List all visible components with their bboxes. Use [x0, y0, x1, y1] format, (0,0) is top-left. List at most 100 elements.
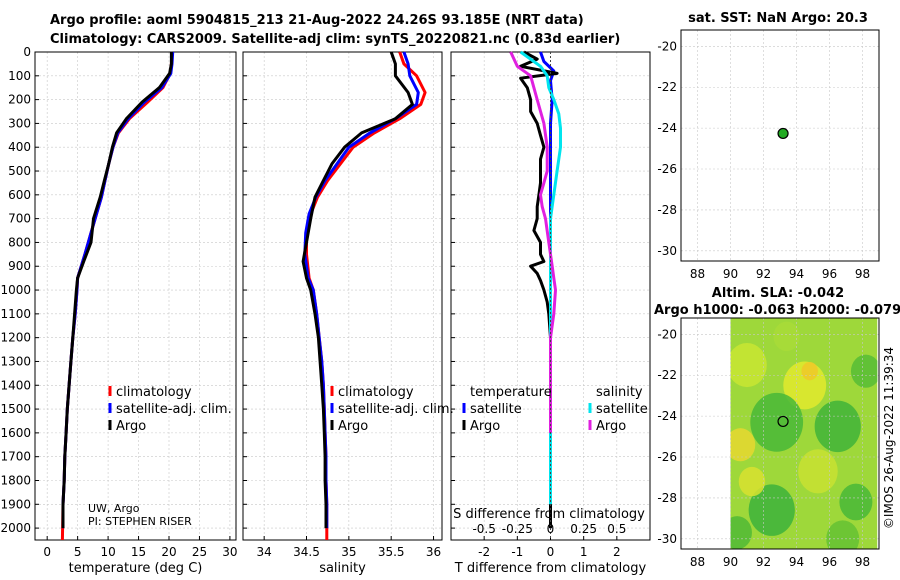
- title-line-2: Climatology: CARS2009. Satellite-adj cli…: [50, 32, 621, 47]
- x-tick-label: 35: [341, 545, 356, 559]
- x-axis-label: salinity: [319, 561, 366, 576]
- x-axis-label-secondary: S difference from climatology: [453, 507, 645, 522]
- y-tick-label: 1800: [0, 473, 31, 487]
- x-tick-label: 92: [756, 555, 771, 569]
- series-line-salinity-argo: [509, 51, 557, 433]
- sla-map-panel: 88 90 92 94 96 98 -20 -22 -24 -26 -28 -30 Altim. SLA…: [654, 286, 900, 569]
- legend-header-salinity: salinity: [596, 385, 643, 400]
- x-tick-label: 10: [100, 545, 115, 559]
- sst-map-panel: 88 90 92 94 96 98 -20 -22 -24 -26 -28 -30 sat. SST: …: [657, 11, 880, 281]
- heatmap-cell: [814, 400, 861, 453]
- legend-label: satellite: [596, 402, 648, 417]
- heatmap-layer: [730, 318, 878, 549]
- y-tick-label: -30: [657, 532, 677, 546]
- x-tick-label: 94: [789, 267, 804, 281]
- x-axis-label: T difference from climatology: [454, 561, 647, 576]
- y-tick-label: 1000: [0, 283, 31, 297]
- x2-tick-label: 0.5: [607, 522, 626, 536]
- heatmap-cell: [826, 520, 860, 549]
- y-tick-label: 1600: [0, 426, 31, 440]
- y-tick-label: -28: [657, 491, 677, 505]
- x-tick-label: 2: [613, 545, 621, 559]
- y-tick-label: -30: [657, 244, 677, 258]
- heatmap-cell: [750, 392, 804, 452]
- y-tick-label: 1900: [0, 497, 31, 511]
- x-tick-label: 35.5: [378, 545, 405, 559]
- legend-label: satellite: [470, 402, 522, 417]
- heatmap-cell: [730, 342, 767, 388]
- heatmap-cell: [730, 428, 756, 462]
- credit-note: UW, Argo: [88, 502, 140, 515]
- legend-label: Argo: [596, 419, 626, 434]
- legend-header-temperature: temperature: [470, 385, 552, 400]
- series-line-climatology: [60, 51, 174, 541]
- y-tick-label: -24: [657, 409, 677, 423]
- heatmap-cell: [730, 516, 752, 549]
- y-tick-label: 1100: [0, 307, 31, 321]
- x-tick-label: 0: [547, 545, 555, 559]
- timestamp-label: ©IMOS 26-Aug-2022 11:39:34: [882, 347, 896, 529]
- y-tick-label: -28: [657, 203, 677, 217]
- x-tick-label: 88: [690, 267, 705, 281]
- x2-tick-label: 0.25: [570, 522, 597, 536]
- x-tick-label: 30: [222, 545, 237, 559]
- x-tick-label: 94: [789, 555, 804, 569]
- x-tick-label: 98: [855, 267, 870, 281]
- y-tick-label: 1300: [0, 354, 31, 368]
- x-tick-label: 34.5: [293, 545, 320, 559]
- x-tick-label: 1: [580, 545, 588, 559]
- y-tick-label: 600: [8, 188, 31, 202]
- legend-label: Argo: [470, 419, 500, 434]
- series-line-argo: [301, 51, 414, 529]
- heatmap-cell: [801, 361, 818, 381]
- credit-note: PI: STEPHEN RISER: [88, 515, 192, 528]
- legend-label: satellite-adj. clim.: [116, 402, 232, 417]
- y-tick-label: -24: [657, 121, 677, 135]
- y-tick-label: -20: [657, 327, 677, 341]
- sst-map-title: sat. SST: NaN Argo: 20.3: [688, 11, 868, 26]
- x2-tick-label: -0.25: [502, 522, 533, 536]
- axes-frame: [242, 51, 443, 541]
- x-tick-label: 88: [690, 555, 705, 569]
- heatmap-cell: [738, 466, 766, 497]
- y-tick-label: -20: [657, 39, 677, 53]
- map-frame: [680, 317, 880, 550]
- x-tick-label: 96: [822, 555, 837, 569]
- legend-label: satellite-adj. clim.: [338, 402, 454, 417]
- y-tick-label: -22: [657, 80, 677, 94]
- y-tick-label: 0: [23, 45, 31, 59]
- sla-map-title-2: Argo h1000: -0.063 h2000: -0.079: [654, 303, 900, 318]
- x2-tick-label: 0: [547, 522, 555, 536]
- y-tick-label: 1400: [0, 378, 31, 392]
- y-tick-label: 1500: [0, 402, 31, 416]
- y-tick-label: 1200: [0, 331, 31, 345]
- title-line-1: Argo profile: aoml 5904815_213 21-Aug-20…: [50, 13, 584, 28]
- temperature-panel: 0 5 10 15 20 25 30 temperature (deg C) 0 100 200 30…: [0, 45, 237, 576]
- y-tick-label: 1700: [0, 450, 31, 464]
- heatmap-cell: [839, 483, 873, 521]
- difference-panel: -2 -1 0 1 2 T difference from climatology temp…: [450, 50, 651, 576]
- x-tick-label: 90: [723, 555, 738, 569]
- y-tick-label: -26: [657, 450, 677, 464]
- axes-frame: [34, 51, 237, 541]
- map-frame: [680, 29, 880, 262]
- x-tick-label: 90: [723, 267, 738, 281]
- heatmap-cell: [773, 321, 800, 352]
- x-tick-label: 25: [192, 545, 207, 559]
- heatmap-cell: [748, 484, 795, 536]
- x-tick-label: 98: [855, 555, 870, 569]
- x-tick-label: 96: [822, 267, 837, 281]
- x-axis-label: temperature (deg C): [69, 561, 203, 576]
- heatmap-cell: [850, 354, 878, 388]
- x-tick-label: 5: [74, 545, 82, 559]
- y-tick-label: -26: [657, 162, 677, 176]
- argo-position-marker: [777, 127, 789, 140]
- salinity-panel: 34 34.5 35 35.5 36 salinity climatology satelli…: [242, 51, 454, 576]
- y-tick-label: 700: [8, 212, 31, 226]
- x-tick-label: -2: [478, 545, 490, 559]
- argo-position-marker: [777, 415, 789, 428]
- x-tick-label: 20: [161, 545, 176, 559]
- x-tick-label: 92: [756, 267, 771, 281]
- x2-tick-label: -0.5: [472, 522, 495, 536]
